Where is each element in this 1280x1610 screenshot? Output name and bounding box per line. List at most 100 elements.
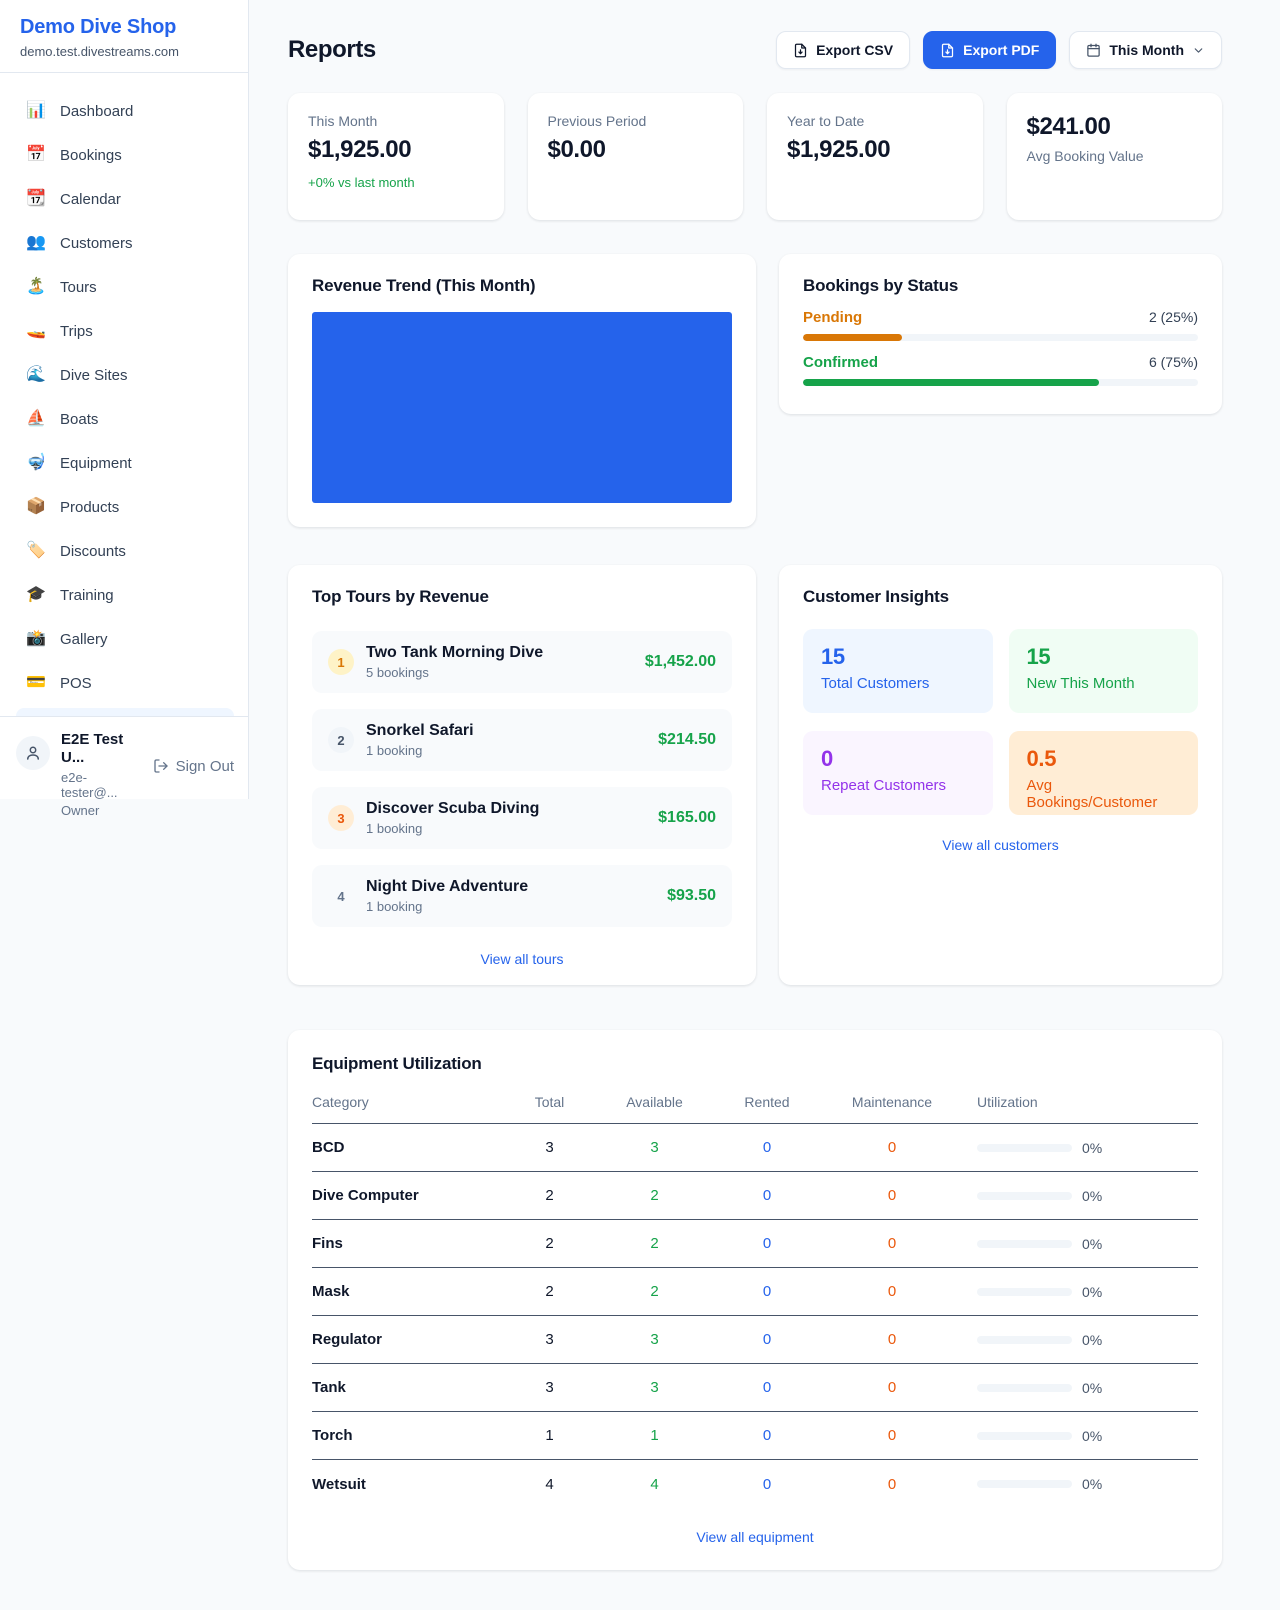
- sidebar-item-customers[interactable]: 👥 Customers: [12, 221, 236, 265]
- export-pdf-label: Export PDF: [963, 42, 1040, 58]
- equipment-total: 2: [545, 1235, 554, 1252]
- insight-tiles: 15 Total Customers 15 New This Month 0 Repeat…: [803, 629, 1198, 815]
- sidebar-item-label: Dive Sites: [60, 366, 128, 384]
- pos-icon: 💳: [26, 674, 46, 691]
- customer-insights-title: Customer Insights: [803, 587, 949, 606]
- utilization-percent: 0%: [1082, 1235, 1103, 1252]
- status-bar-fill: [803, 379, 1100, 386]
- export-csv-button[interactable]: Export CSV: [776, 31, 911, 69]
- sign-out-label: Sign Out: [175, 757, 234, 775]
- utilization-bar: [977, 1143, 1072, 1152]
- equipment-utilization-title: Equipment Utilization: [312, 1054, 482, 1073]
- sidebar-item-pos[interactable]: 💳 POS: [12, 661, 236, 705]
- table-row: Torch 1 1 0 0 0%: [312, 1412, 1198, 1460]
- equipment-utilization: 0%: [962, 1140, 1198, 1156]
- chevron-down-icon: [1194, 47, 1203, 53]
- equipment-category: BCD: [312, 1139, 345, 1156]
- tour-row[interactable]: 1 Two Tank Morning Dive 5 bookings $1,452.0…: [312, 631, 732, 693]
- tour-bookings: 1 booking: [366, 899, 423, 914]
- equipment-utilization: 0%: [962, 1236, 1198, 1252]
- status-label: Pending: [803, 309, 863, 326]
- sidebar-item-label: Training: [60, 586, 114, 604]
- equipment-available: 2: [650, 1235, 659, 1252]
- equipment-category: Tank: [312, 1379, 346, 1396]
- equipment-available: 3: [650, 1139, 659, 1156]
- utilization-percent: 0%: [1082, 1331, 1103, 1348]
- export-pdf-button[interactable]: Export PDF: [923, 31, 1057, 69]
- header-actions: Export CSV Export PDF This Month: [776, 31, 1222, 69]
- insight-tile-total-customers: 15 Total Customers: [803, 629, 993, 713]
- brand-domain: demo.test.divestreams.com: [20, 44, 179, 59]
- equipment-col-header: Available: [626, 1094, 683, 1110]
- sidebar-item-gallery[interactable]: 📸 Gallery: [12, 617, 236, 661]
- equipment-table-header: Category Total Available Rented Maintenance U…: [312, 1094, 1198, 1124]
- sidebar-item-dive-sites[interactable]: 🌊 Dive Sites: [12, 353, 236, 397]
- tour-row[interactable]: 4 Night Dive Adventure 1 booking $93.50: [312, 865, 732, 927]
- sidebar-item-equipment[interactable]: 🤿 Equipment: [12, 441, 236, 485]
- tour-row[interactable]: 2 Snorkel Safari 1 booking $214.50: [312, 709, 732, 771]
- utilization-bar: [977, 1383, 1072, 1392]
- equipment-utilization: 0%: [962, 1476, 1198, 1492]
- equipment-rented: 0: [762, 1427, 772, 1444]
- sidebar-item-label: Trips: [60, 322, 93, 340]
- equipment-maintenance: 0: [887, 1283, 897, 1300]
- sidebar-item-discounts[interactable]: 🏷️ Discounts: [12, 529, 236, 573]
- tour-bookings: 5 bookings: [366, 665, 429, 680]
- table-row: Regulator 3 3 0 0 0%: [312, 1316, 1198, 1364]
- sidebar-item-calendar[interactable]: 📆 Calendar: [12, 177, 236, 221]
- view-all-customers-link[interactable]: View all customers: [942, 837, 1059, 853]
- table-row: Tank 3 3 0 0 0%: [312, 1364, 1198, 1412]
- equipment-maintenance: 0: [887, 1379, 897, 1396]
- tour-name: Night Dive Adventure: [366, 878, 529, 895]
- equipment-rented: 0: [762, 1331, 772, 1348]
- equipment-col-header: Total: [534, 1094, 565, 1110]
- equipment-available: 3: [650, 1331, 659, 1348]
- user-email: e2e-tester@...: [61, 769, 118, 801]
- tours-icon: 🏝️: [26, 278, 46, 295]
- user-role: Owner: [61, 803, 100, 819]
- equipment-col-header: Maintenance: [851, 1094, 933, 1110]
- insight-value: 0.5: [1026, 746, 1057, 771]
- insight-label: New This Month: [1026, 675, 1135, 692]
- equipment-rented: 0: [762, 1475, 772, 1493]
- utilization-percent: 0%: [1082, 1187, 1103, 1204]
- export-csv-label: Export CSV: [816, 42, 894, 58]
- sign-out-button[interactable]: Sign Out: [153, 729, 234, 799]
- equipment-total: 3: [545, 1379, 554, 1396]
- sidebar-item-label: Bookings: [60, 146, 122, 164]
- sidebar-item-products[interactable]: 📦 Products: [12, 485, 236, 529]
- sidebar-item-bookings[interactable]: 📅 Bookings: [12, 133, 236, 177]
- page-title: Reports: [288, 36, 376, 63]
- boats-icon: ⛵: [26, 410, 46, 427]
- sidebar-item-label: Boats: [60, 410, 99, 428]
- dive-sites-icon: 🌊: [26, 366, 46, 383]
- discounts-icon: 🏷️: [26, 542, 46, 559]
- sidebar-item-dashboard[interactable]: 📊 Dashboard: [12, 89, 236, 133]
- equipment-total: 2: [545, 1187, 554, 1204]
- equipment-maintenance: 0: [887, 1427, 897, 1444]
- sidebar-item-trips[interactable]: 🚤 Trips: [12, 309, 236, 353]
- calendar-icon: 📆: [26, 190, 46, 207]
- period-select[interactable]: This Month: [1069, 31, 1222, 69]
- rank-badge: 2: [328, 727, 354, 753]
- sidebar-item-label: Customers: [60, 234, 133, 252]
- equipment-col-header: Rented: [744, 1094, 790, 1110]
- utilization-bar: [977, 1239, 1072, 1248]
- equipment-utilization: 0%: [962, 1284, 1198, 1300]
- stat-card: Previous Period $0.00: [527, 93, 743, 220]
- tour-row[interactable]: 3 Discover Scuba Diving 1 booking $165.00: [312, 787, 732, 849]
- utilization-percent: 0%: [1082, 1476, 1103, 1492]
- brand-name[interactable]: Demo Dive Shop: [20, 16, 177, 38]
- sidebar-item-training[interactable]: 🎓 Training: [12, 573, 236, 617]
- sidebar-item-boats[interactable]: ⛵ Boats: [12, 397, 236, 441]
- sidebar-item-tours[interactable]: 🏝️ Tours: [12, 265, 236, 309]
- view-all-tours-link[interactable]: View all tours: [480, 951, 564, 967]
- table-row: Fins 2 2 0 0 0%: [312, 1220, 1198, 1268]
- equipment-utilization: 0%: [962, 1188, 1198, 1204]
- equipment-col-header: Utilization: [977, 1094, 1038, 1110]
- tour-info: Night Dive Adventure 1 booking: [366, 878, 528, 914]
- table-row: BCD 3 3 0 0 0%: [312, 1124, 1198, 1172]
- view-all-equipment-link[interactable]: View all equipment: [696, 1529, 814, 1545]
- rank-badge: 3: [328, 805, 354, 831]
- equipment-category: Dive Computer: [312, 1187, 419, 1204]
